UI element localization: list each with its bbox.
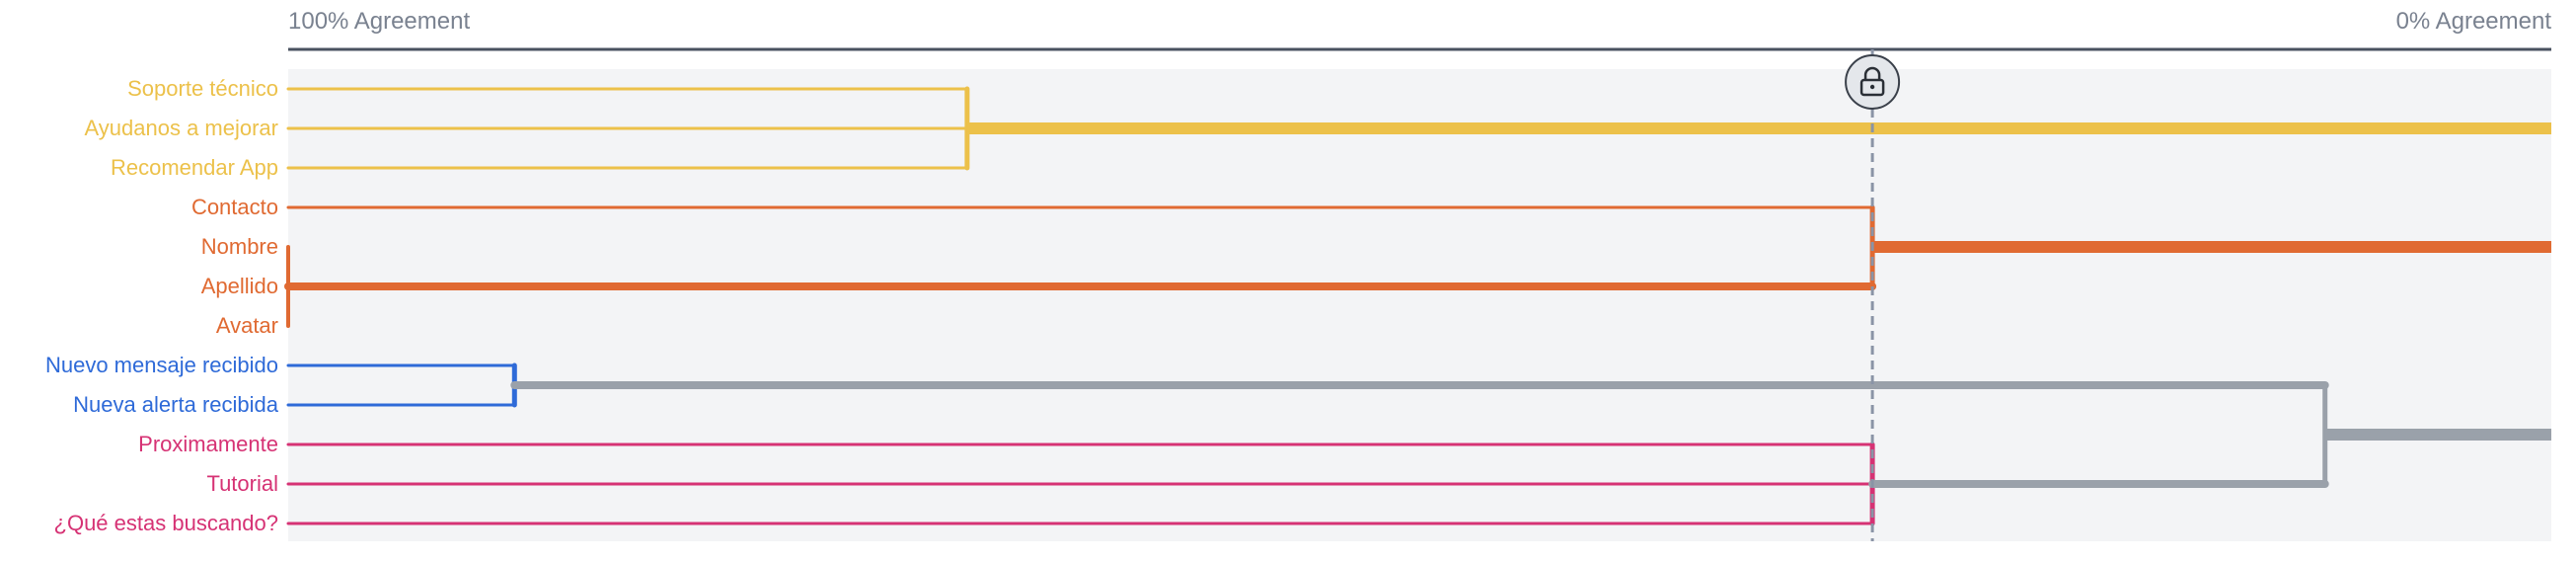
leaf-label[interactable]: Soporte técnico: [127, 76, 278, 101]
leaf-label[interactable]: Tutorial: [206, 471, 278, 496]
lock-icon-circle: [1845, 54, 1901, 110]
leaf-label[interactable]: Proximamente: [138, 432, 278, 456]
leaf-label[interactable]: Recomendar App: [111, 155, 278, 180]
agreement-scale-left-label: 100% Agreement: [288, 8, 471, 35]
lock-icon-shackle: [1863, 66, 1881, 81]
leaf-label[interactable]: Contacto: [190, 195, 278, 219]
leaf-label[interactable]: ¿Qué estas buscando?: [53, 511, 278, 535]
leaf-label[interactable]: Nuevo mensaje recibido: [44, 353, 278, 377]
lock-icon[interactable]: [1845, 54, 1901, 110]
leaf-label[interactable]: Apellido: [200, 274, 278, 298]
leaf-label[interactable]: Ayudanos a mejorar: [84, 116, 279, 140]
leaf-label[interactable]: Avatar: [215, 313, 278, 338]
lock-icon-body: [1859, 78, 1885, 97]
chart-background-band: [288, 69, 2551, 541]
agreement-scale-right-label: 0% Agreement: [2395, 8, 2551, 35]
leaf-label[interactable]: Nueva alerta recibida: [73, 392, 278, 417]
lock-icon-keyhole: [1869, 84, 1875, 90]
leaf-label[interactable]: Nombre: [200, 234, 278, 259]
